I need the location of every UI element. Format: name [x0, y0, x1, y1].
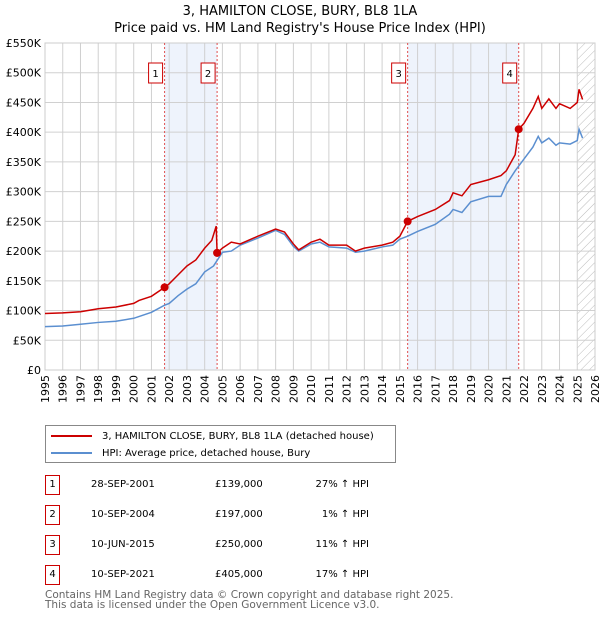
y-tick-label: £300K	[6, 186, 42, 199]
sale-date: 28-SEP-2001	[91, 479, 155, 490]
sale-hpi-diff: 11% ↑ HPI	[315, 539, 369, 550]
x-tick-label: 2006	[234, 375, 247, 403]
x-tick-label: 2000	[128, 375, 141, 403]
x-tick-label: 2023	[536, 375, 549, 403]
x-tick-label: 2025	[571, 375, 584, 403]
x-tick-label: 2015	[394, 375, 407, 403]
sale-price: £197,000	[215, 509, 263, 520]
sale-marker-badge	[391, 62, 407, 84]
y-tick-label: £550K	[6, 37, 42, 50]
x-tick-label: 2017	[429, 375, 442, 403]
x-tick-label: 2012	[341, 375, 354, 403]
sale-point	[213, 248, 222, 257]
x-tick-label: 2004	[199, 375, 212, 403]
sale-number-badge: 4	[45, 565, 60, 585]
sale-marker-label: 2	[205, 69, 211, 80]
x-tick-label: 2002	[163, 375, 176, 403]
sale-marker-badge	[148, 62, 164, 84]
sale-hpi-diff: 17% ↑ HPI	[315, 569, 369, 580]
x-tick-label: 1996	[57, 375, 70, 403]
hpi-line	[44, 126, 584, 328]
sale-point	[514, 125, 523, 134]
x-tick-label: 2013	[358, 375, 371, 403]
y-tick-label: £0	[27, 364, 41, 377]
x-tick-label: 2001	[145, 375, 158, 403]
property-price-line	[44, 89, 584, 315]
x-tick-label: 2014	[376, 375, 389, 403]
x-tick-label: 2016	[412, 375, 425, 403]
plot-area: 1995 1996 1997 1998 1999 2000 2001 2002 2003 2004…	[6, 37, 600, 403]
sale-date: 10-SEP-2021	[91, 569, 155, 580]
x-tick-label: 2024	[554, 375, 567, 403]
legend: 3, HAMILTON CLOSE, BURY, BL8 1LA (detach…	[45, 425, 396, 463]
y-tick-label: £200K	[6, 245, 42, 258]
sale-row: 1 28-SEP-2001 £139,000 27% ↑ HPI	[45, 475, 465, 495]
forecast-hatch	[577, 43, 595, 370]
shaded-range	[164, 43, 218, 370]
sale-price: £139,000	[215, 479, 263, 490]
y-tick-label: £100K	[6, 305, 42, 318]
legend-item-hpi: HPI: Average price, detached house, Bury	[51, 445, 310, 461]
x-tick-label: 2003	[181, 375, 194, 403]
sale-marker-label: 4	[507, 69, 513, 80]
x-tick-label: 2021	[500, 375, 513, 403]
y-tick-label: £450K	[6, 96, 42, 109]
sale-row: 3 10-JUN-2015 £250,000 11% ↑ HPI	[45, 535, 465, 555]
x-tick-label: 2009	[287, 375, 300, 403]
x-tick-label: 1995	[39, 375, 52, 403]
sale-number-badge: 1	[45, 475, 60, 495]
sale-number-badge: 2	[45, 505, 60, 525]
x-tick-label: 2026	[589, 375, 600, 403]
x-tick-label: 1998	[92, 375, 105, 403]
y-tick-label: £350K	[6, 156, 42, 169]
sale-row: 4 10-SEP-2021 £405,000 17% ↑ HPI	[45, 565, 465, 585]
x-tick-label: 2018	[447, 375, 460, 403]
legend-swatch	[51, 452, 92, 454]
sale-hpi-diff: 27% ↑ HPI	[315, 479, 369, 490]
sale-marker-badge	[200, 62, 216, 84]
x-tick-label: 1997	[74, 375, 87, 403]
y-tick-label: £50K	[13, 334, 42, 347]
footer-line: This data is licensed under the Open Gov…	[45, 599, 380, 611]
plot-border	[44, 42, 596, 371]
footer: Contains HM Land Registry data © Crown c…	[45, 589, 454, 611]
x-tick-label: 2005	[216, 375, 229, 403]
y-tick-label: £400K	[6, 126, 42, 139]
legend-item-property: 3, HAMILTON CLOSE, BURY, BL8 1LA (detach…	[51, 428, 374, 444]
footer-line: Contains HM Land Registry data © Crown c…	[45, 589, 454, 601]
sale-row: 2 10-SEP-2004 £197,000 1% ↑ HPI	[45, 505, 465, 525]
sale-price: £405,000	[215, 569, 263, 580]
chart-title: 3, HAMILTON CLOSE, BURY, BL8 1LA	[182, 4, 418, 19]
y-tick-label: £250K	[6, 215, 42, 228]
x-tick-label: 2022	[518, 375, 531, 403]
sale-date: 10-JUN-2015	[91, 539, 155, 550]
sale-date: 10-SEP-2004	[91, 509, 155, 520]
y-tick-label: £500K	[6, 67, 42, 80]
sale-number-badge: 3	[45, 535, 60, 555]
x-tick-label: 2007	[252, 375, 265, 403]
sale-marker-label: 1	[152, 69, 158, 80]
chart-subtitle: Price paid vs. HM Land Registry's House …	[114, 21, 486, 36]
x-tick-label: 2008	[270, 375, 283, 403]
x-tick-label: 2019	[465, 375, 478, 403]
y-tick-label: £150K	[6, 275, 42, 288]
legend-label: 3, HAMILTON CLOSE, BURY, BL8 1LA (detach…	[102, 430, 374, 442]
shaded-range	[407, 43, 519, 370]
sale-point	[160, 283, 169, 292]
legend-swatch	[51, 435, 92, 437]
x-tick-label: 1999	[110, 375, 123, 403]
x-tick-label: 2010	[305, 375, 318, 403]
legend-label: HPI: Average price, detached house, Bury	[102, 447, 311, 459]
x-tick-label: 2011	[323, 375, 336, 403]
x-tick-label: 2020	[483, 375, 496, 403]
sale-price: £250,000	[215, 539, 263, 550]
sale-hpi-diff: 1% ↑ HPI	[321, 509, 369, 520]
sale-marker-badge	[502, 62, 518, 84]
sale-point	[403, 217, 412, 226]
sale-marker-label: 3	[395, 69, 401, 80]
